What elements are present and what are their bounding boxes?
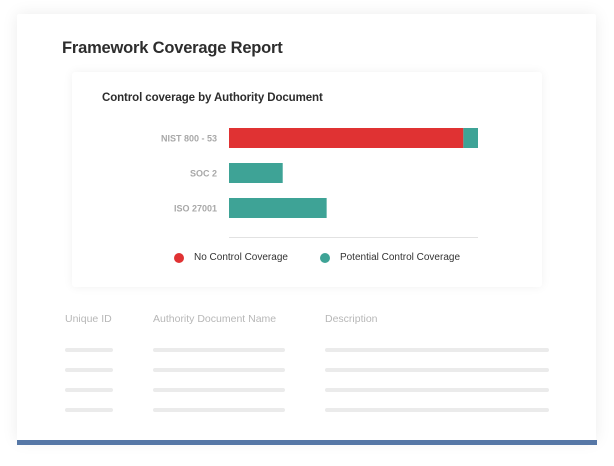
placeholder-cell-row2-col1 — [65, 368, 113, 372]
legend-item-potential-coverage: Potential Control Coverage — [319, 252, 461, 263]
placeholder-cell-row1-col2 — [153, 348, 285, 352]
placeholder-cell-row3-col1 — [65, 388, 113, 392]
placeholder-cell-row4-col1 — [65, 408, 113, 412]
placeholder-cell-row4-col2 — [153, 408, 285, 412]
column-header-description[interactable]: Description — [325, 313, 378, 325]
column-header-unique-id[interactable]: Unique ID — [65, 313, 112, 325]
column-header-authority-document-name[interactable]: Authority Document Name — [153, 313, 277, 325]
placeholder-cell-row2-col2 — [153, 368, 285, 372]
placeholder-cell-row3-col3 — [325, 388, 549, 392]
chart-title: Control coverage by Authority Document — [102, 92, 323, 104]
legend-swatch-potential-coverage — [319, 252, 330, 263]
bottom-accent-rule — [17, 440, 597, 445]
placeholder-cell-row2-col3 — [325, 368, 549, 372]
chart-card — [72, 72, 542, 287]
placeholder-cell-row4-col3 — [325, 408, 549, 412]
chart-legend: No Control Coverage Potential Control Co… — [174, 252, 460, 263]
legend-label-potential-coverage: Potential Control Coverage — [339, 252, 461, 263]
placeholder-cell-row1-col1 — [65, 348, 113, 352]
placeholder-cell-row1-col3 — [325, 348, 549, 352]
legend-item-no-coverage: No Control Coverage — [174, 252, 288, 263]
placeholder-cell-row3-col2 — [153, 388, 285, 392]
report-title: Framework Coverage Report — [62, 39, 283, 57]
legend-swatch-no-coverage — [174, 252, 184, 263]
legend-label-no-coverage: No Control Coverage — [194, 252, 288, 263]
